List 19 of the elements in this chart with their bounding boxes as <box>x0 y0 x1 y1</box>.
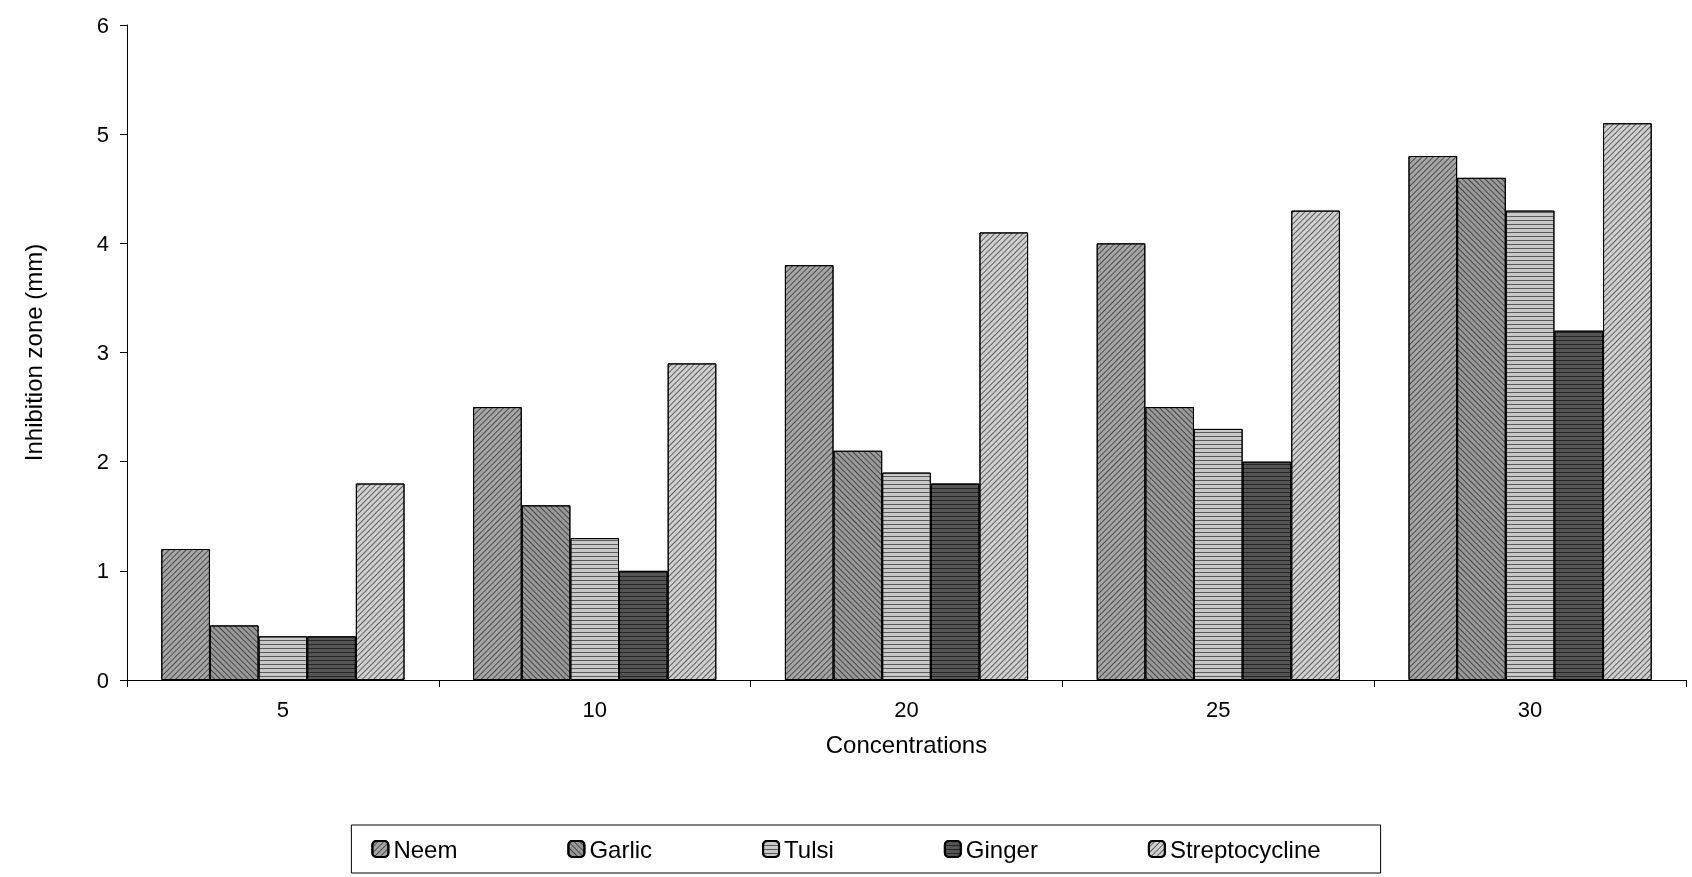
x-axis-title: Concentrations <box>825 730 988 758</box>
legend-label: Streptocycline <box>1169 835 1321 863</box>
x-tick-label: 25 <box>1206 696 1231 722</box>
y-tick-label: 3 <box>96 340 109 365</box>
y-tick-label: 4 <box>96 230 109 256</box>
x-tick-label: 10 <box>582 696 607 722</box>
y-axis-title: Inhibition zone (mm) <box>19 243 47 462</box>
legend-label: Tulsi <box>784 835 834 863</box>
y-tick-label: 2 <box>96 449 109 475</box>
x-tick-label: 5 <box>276 696 290 722</box>
legend-label: Neem <box>393 835 458 863</box>
x-tick-label: 20 <box>894 696 919 722</box>
y-tick-label: 6 <box>96 12 109 38</box>
y-tick-label: 1 <box>96 558 109 584</box>
legend-label: Ginger <box>965 835 1038 863</box>
x-tick-label: 30 <box>1517 696 1543 722</box>
y-tick-label: 0 <box>96 667 109 693</box>
legend-label: Garlic <box>589 835 653 863</box>
y-tick-label: 5 <box>96 121 109 147</box>
